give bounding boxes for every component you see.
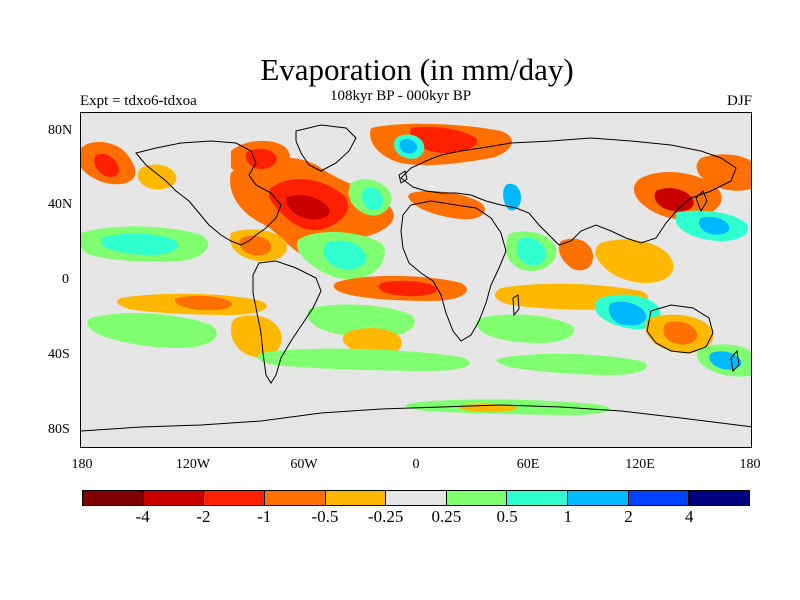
south-pacific-positive — [87, 313, 217, 348]
lat-tick-80s: 80S — [48, 422, 70, 437]
colorbar — [82, 490, 750, 506]
maritime-negative — [595, 239, 674, 283]
colorbar-cell — [83, 491, 144, 505]
colorbar-label: -2 — [196, 507, 211, 526]
lon-tick-0: 0 — [412, 457, 420, 472]
mid-atlantic-strong-positive-north — [362, 187, 383, 211]
nw-pacific-strong-positive — [699, 216, 730, 235]
arabian-sea-strong-positive — [516, 237, 546, 266]
colorbar-cell — [325, 491, 387, 505]
colorbar-cell — [689, 491, 750, 505]
south-atlantic-positive — [307, 304, 415, 338]
lon-tick-120e: 120E — [625, 457, 655, 472]
north-pacific-negative-east — [137, 164, 177, 190]
japan-coastline — [695, 190, 708, 213]
colorbar-label: 1 — [563, 507, 573, 526]
colorbar-cell — [507, 491, 569, 505]
caribbean-strong-negative — [239, 235, 272, 256]
lat-tick-80n: 80N — [48, 123, 73, 138]
africa-coastline — [400, 200, 507, 342]
colorbar-label: 0.25 — [431, 507, 462, 526]
colorbar-label: 0.5 — [496, 507, 518, 526]
indian-south-positive — [476, 314, 575, 343]
colorbar-cell — [386, 491, 447, 505]
caspian-positive — [503, 183, 521, 211]
equatorial-atlantic-strong-negative — [378, 280, 437, 297]
north-atlantic-core — [286, 195, 330, 220]
north-america-coastline — [135, 140, 282, 246]
coastlines — [81, 124, 751, 432]
greenland-sea-strong-positive — [399, 139, 418, 154]
maritime-strong-positive — [608, 301, 647, 326]
lat-tick-40s: 40S — [48, 347, 70, 362]
uk-coastline — [398, 170, 408, 184]
eurasia-coastline — [400, 137, 737, 246]
nw-pacific-negative-east — [696, 154, 751, 191]
colorbar-cell — [143, 491, 205, 505]
lat-tick-0: 0 — [62, 272, 69, 287]
experiment-label: Expt = tdxo6-tdxoa — [80, 93, 197, 109]
south-pacific-negative — [231, 315, 282, 358]
north-pacific-strong-negative-west — [94, 153, 120, 178]
map-title: Evaporation (in mm/day) — [260, 52, 574, 87]
map-subtitle: 108kyr BP - 000kyr BP — [330, 88, 472, 104]
colorbar-label: -0.25 — [367, 507, 404, 526]
lon-tick-60e: 60E — [516, 457, 540, 472]
lon-tick-60w: 60W — [290, 457, 318, 472]
season-label: DJF — [726, 93, 752, 109]
greenland-coastline — [295, 124, 357, 172]
hudson-strong-negative — [245, 148, 277, 169]
lon-tick-180w: 180 — [71, 457, 93, 472]
madagascar-coastline — [512, 294, 520, 317]
kuroshio-strong-negative — [654, 188, 694, 212]
central-pacific-strong-positive — [101, 233, 179, 255]
lon-tick-120w: 120W — [175, 457, 211, 472]
southern-ocean-positive-west — [257, 348, 470, 371]
new-zealand-coastline — [730, 349, 740, 373]
antarctica-coastline — [81, 404, 751, 432]
southern-ocean-positive-east — [496, 353, 647, 375]
map-panel — [80, 112, 752, 448]
colorbar-label: -4 — [135, 507, 150, 526]
australia-strong-negative — [663, 321, 698, 345]
tropical-atlantic-strong-positive — [323, 240, 367, 270]
colorbar-cell — [204, 491, 265, 505]
lat-tick-40n: 40N — [48, 197, 73, 212]
colorbar-cell — [628, 491, 690, 505]
colorbar-cell — [568, 491, 629, 505]
mediterranean-negative — [408, 191, 485, 220]
colorbar-label: 4 — [685, 507, 694, 526]
lon-tick-180e: 180 — [739, 457, 761, 472]
colorbar-label: 2 — [624, 507, 633, 526]
nordic-strong-negative — [410, 126, 477, 153]
equatorial-pacific-strong-negative — [175, 295, 232, 311]
map-svg — [81, 113, 751, 447]
colorbar-label: -1 — [257, 507, 272, 526]
bay-of-bengal-negative — [558, 238, 594, 271]
colorbar-cell — [264, 491, 326, 505]
colorbar-label: -0.5 — [311, 507, 339, 526]
colorbar-cell — [446, 491, 508, 505]
australia-coastline — [646, 304, 714, 354]
south-america-coastline — [252, 260, 322, 384]
